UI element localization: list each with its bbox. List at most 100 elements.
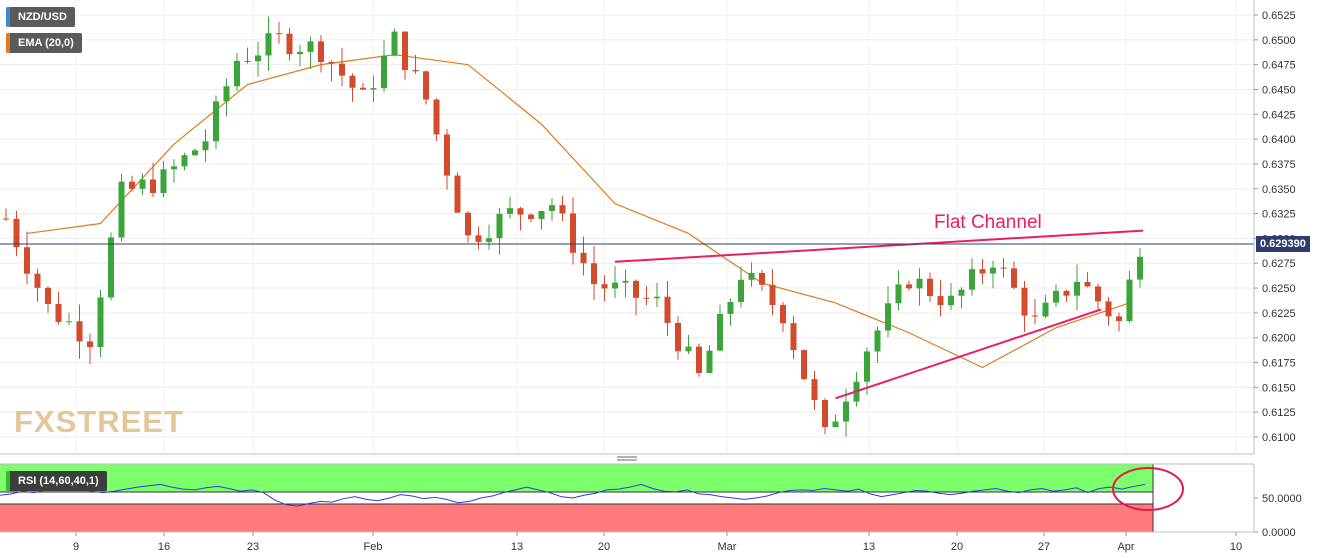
candle	[328, 60, 335, 82]
candle	[1137, 248, 1143, 288]
candle	[1084, 272, 1091, 288]
price-tick-label: 0.6375	[1262, 159, 1296, 171]
time-tick-label: 20	[951, 541, 963, 553]
candle	[738, 266, 744, 308]
grid	[0, 0, 1254, 454]
price-tick-label: 0.6400	[1262, 134, 1296, 146]
candle	[444, 129, 450, 190]
candle	[1032, 299, 1038, 325]
fxstreet-logo: FXSTREET	[14, 404, 184, 440]
candle	[916, 268, 923, 306]
candle	[318, 34, 324, 73]
price-tick-label: 0.6350	[1262, 184, 1296, 196]
ema-label[interactable]: EMA (20,0)	[6, 33, 82, 53]
candle	[1074, 264, 1080, 311]
candle	[937, 279, 944, 317]
candle	[664, 280, 671, 336]
candle	[486, 224, 492, 250]
candle	[675, 316, 681, 360]
candle	[244, 47, 251, 64]
candle	[297, 44, 303, 67]
time-tick-label: 13	[511, 541, 523, 553]
candle	[433, 98, 440, 141]
channel-upper-trendline	[614, 229, 1144, 263]
price-tick-label: 0.6150	[1262, 382, 1296, 394]
rsi-panel: 50.0000 0.0000	[0, 463, 1302, 539]
rsi-label-text: RSI (14,60,40,1)	[18, 475, 99, 487]
candle	[979, 259, 986, 284]
candle	[45, 286, 51, 313]
candle	[423, 70, 429, 105]
candle	[874, 326, 881, 363]
candle	[286, 27, 293, 61]
candle	[1105, 297, 1112, 326]
ema-label-text: EMA (20,0)	[18, 37, 74, 49]
candle	[706, 345, 713, 374]
time-tick-label: 10	[1230, 541, 1242, 553]
candle	[360, 83, 366, 90]
candle	[339, 48, 345, 87]
candle	[549, 198, 555, 221]
rsi-swatch	[6, 471, 10, 491]
candle	[591, 245, 597, 300]
rsi-line	[0, 483, 1146, 507]
time-tick-label: 9	[73, 541, 79, 553]
candle	[769, 268, 776, 316]
candle	[528, 213, 534, 223]
price-tick-label: 0.6425	[1262, 109, 1296, 121]
main-plot-area	[0, 0, 1254, 454]
candle	[129, 175, 135, 192]
candle	[118, 173, 125, 242]
panel-splitter-handle[interactable]	[617, 456, 637, 461]
candle	[958, 287, 965, 309]
candle	[748, 262, 755, 287]
price-tick-label: 0.6275	[1262, 258, 1296, 270]
candle	[885, 286, 891, 338]
rsi-label[interactable]: RSI (14,60,40,1)	[6, 471, 107, 491]
candle	[381, 40, 387, 93]
candle	[97, 289, 104, 357]
price-tick-label: 0.6450	[1262, 84, 1296, 96]
flat-channel-annotation: Flat Channel	[934, 212, 1042, 233]
time-tick-label: 16	[158, 541, 170, 553]
candle	[1011, 261, 1017, 290]
symbol-swatch	[6, 7, 10, 27]
rsi-tick-label: 0.0000	[1262, 527, 1296, 539]
candle	[108, 232, 114, 301]
candle	[790, 315, 797, 360]
candle	[265, 16, 272, 71]
ema-swatch	[6, 33, 10, 53]
candle	[24, 231, 30, 285]
time-axis: 9 16 23 Feb 13 20 Mar 13 20 27 Apr 10	[73, 532, 1242, 553]
candle	[696, 343, 702, 377]
time-tick-label: 23	[247, 541, 259, 553]
candle	[643, 286, 650, 306]
candle	[192, 148, 198, 157]
price-tick-label: 0.6100	[1262, 432, 1296, 444]
time-tick-label: 27	[1038, 541, 1050, 553]
rsi-tick-label: 50.0000	[1262, 493, 1302, 505]
candle	[570, 197, 576, 265]
candle	[1042, 294, 1049, 319]
candle	[1000, 258, 1007, 278]
symbol-label[interactable]: NZD/USD	[6, 7, 75, 27]
candle	[622, 269, 629, 298]
candle	[906, 280, 912, 291]
candle	[55, 291, 62, 325]
candle	[580, 236, 587, 276]
candle	[801, 349, 807, 381]
time-tick-label: Apr	[1117, 541, 1134, 553]
candle	[654, 282, 660, 308]
candle	[811, 370, 818, 410]
candle	[822, 398, 828, 435]
candle	[465, 211, 471, 243]
candle	[412, 54, 419, 74]
candle	[87, 333, 93, 365]
candle	[160, 160, 167, 198]
candle	[3, 208, 9, 221]
candle	[171, 159, 177, 183]
candle	[1126, 270, 1133, 323]
candle	[633, 279, 639, 316]
candle	[213, 95, 219, 150]
